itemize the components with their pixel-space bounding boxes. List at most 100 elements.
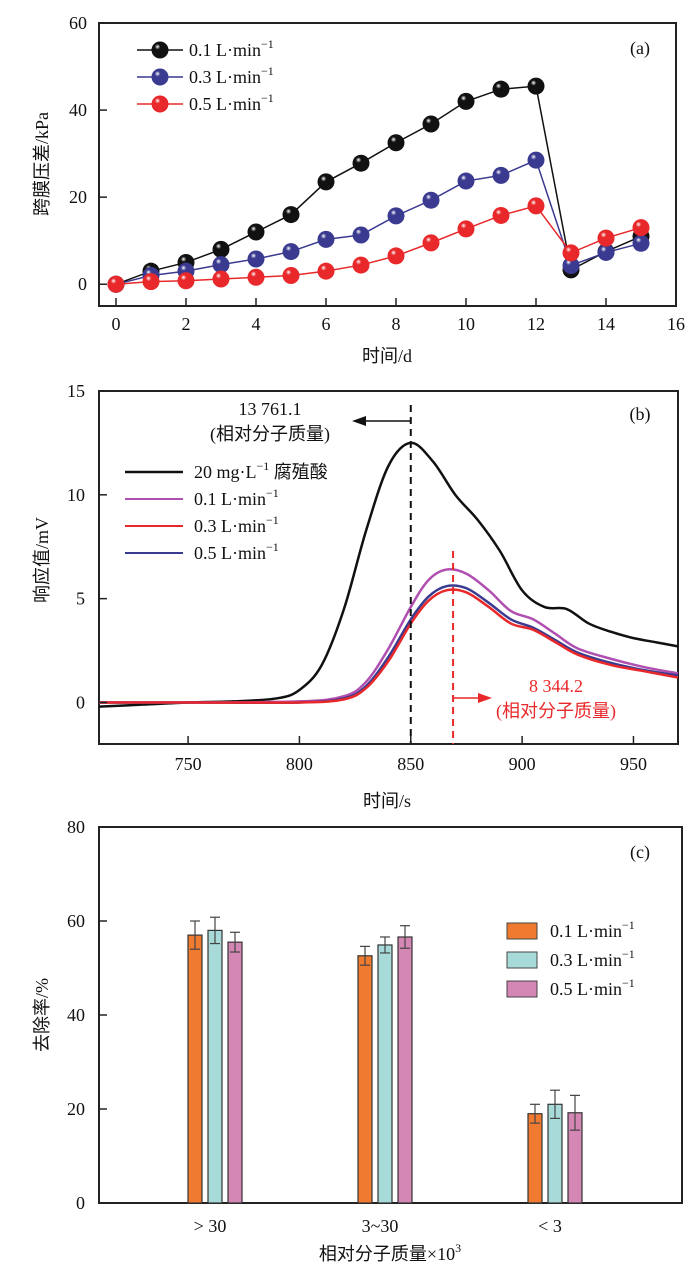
legend-swatch-c-2 bbox=[506, 980, 538, 998]
legend-label-c-1: 0.3 L·min−1 bbox=[550, 947, 635, 970]
y-axis-title-b: 响应值/mV bbox=[32, 517, 52, 603]
x-tick-label-c: > 30 bbox=[194, 1216, 227, 1236]
right-arrow-icon bbox=[478, 693, 492, 703]
legend-marker-a-0 bbox=[151, 41, 169, 59]
x-tick-label-b: 900 bbox=[509, 754, 536, 774]
data-point-a-0 bbox=[492, 80, 510, 98]
legend-swatch-c-1 bbox=[506, 951, 538, 969]
bar-c-2 bbox=[227, 941, 243, 1204]
series-line-a-0 bbox=[115, 85, 642, 285]
data-point-a-1 bbox=[632, 234, 650, 252]
legend-label-b-1-main: 0.1 L·min bbox=[194, 489, 266, 509]
legend-label-b-3-sup: −1 bbox=[266, 540, 279, 554]
y-tick-label-c: 60 bbox=[67, 911, 85, 931]
y-axis-title-a: 跨膜压差/kPa bbox=[32, 112, 52, 216]
data-point-a-2 bbox=[142, 273, 160, 291]
legend-label-b-2-sup: −1 bbox=[266, 513, 279, 527]
black-annotation-label: (相对分子质量) bbox=[210, 424, 330, 445]
bar-c-0 bbox=[527, 1113, 543, 1204]
data-point-a-2 bbox=[457, 220, 475, 238]
data-point-a-2 bbox=[562, 244, 580, 262]
y-tick-label-b: 0 bbox=[76, 692, 85, 712]
legend-label-a-2: 0.5 L·min−1 bbox=[189, 91, 274, 114]
legend-label-a-0: 0.1 L·min−1 bbox=[189, 37, 274, 60]
red-annotation-value: 8 344.2 bbox=[529, 676, 583, 696]
x-tick-label-a: 2 bbox=[182, 314, 191, 334]
x-axis-title-b: 时间/s bbox=[363, 791, 411, 811]
x-tick-label-c: < 3 bbox=[538, 1216, 562, 1236]
legend-label-a-1-sup: −1 bbox=[261, 64, 274, 78]
plot-frame-b bbox=[98, 390, 679, 745]
legend-label-c-1-main: 0.3 L·min bbox=[550, 950, 622, 970]
legend-label-c-0-main: 0.1 L·min bbox=[550, 921, 622, 941]
x-tick-label-b: 950 bbox=[620, 754, 647, 774]
data-point-a-1 bbox=[387, 207, 405, 225]
legend-label-b-3: 0.5 L·min−1 bbox=[194, 540, 279, 563]
x-tick-label-b: 850 bbox=[397, 754, 424, 774]
data-point-a-0 bbox=[282, 206, 300, 224]
bar-c-1 bbox=[377, 944, 393, 1204]
y-axis-title-c: 去除率/% bbox=[32, 978, 52, 1052]
data-point-a-1 bbox=[457, 172, 475, 190]
data-point-a-2 bbox=[282, 267, 300, 285]
y-tick-label-c: 40 bbox=[67, 1005, 85, 1025]
legend-label-b-2-main: 0.3 L·min bbox=[194, 516, 266, 536]
data-point-a-0 bbox=[212, 240, 230, 258]
red-annotation-label: (相对分子质量) bbox=[496, 701, 616, 722]
series-line-a-2 bbox=[115, 205, 642, 285]
data-point-a-1 bbox=[527, 151, 545, 169]
legend-label-a-0-sup: −1 bbox=[261, 37, 274, 51]
data-point-a-1 bbox=[422, 191, 440, 209]
series-line-b-2 bbox=[99, 588, 679, 704]
panel-label-a: (a) bbox=[630, 38, 650, 59]
y-tick-label-c: 80 bbox=[67, 817, 85, 837]
panel-label-b: (b) bbox=[630, 404, 651, 425]
x-axis-title-c-main: 相对分子质量×10 bbox=[319, 1244, 455, 1264]
x-tick-label-a: 12 bbox=[527, 314, 545, 334]
legend-label-c-0: 0.1 L·min−1 bbox=[550, 918, 635, 941]
legend-label-a-2-sup: −1 bbox=[261, 91, 274, 105]
legend-label-b-2: 0.3 L·min−1 bbox=[194, 513, 279, 536]
legend-a: 0.1 L·min−10.3 L·min−10.5 L·min−1 bbox=[137, 37, 274, 114]
data-point-a-0 bbox=[317, 173, 335, 191]
data-point-a-2 bbox=[597, 229, 615, 247]
y-tick-label-c: 0 bbox=[76, 1193, 85, 1213]
data-point-a-2 bbox=[352, 256, 370, 274]
data-point-a-2 bbox=[247, 268, 265, 286]
legend-label-c-2-main: 0.5 L·min bbox=[550, 979, 622, 999]
data-point-a-1 bbox=[562, 257, 580, 275]
x-tick-label-a: 6 bbox=[322, 314, 331, 334]
panel-label-c: (c) bbox=[630, 842, 650, 863]
data-point-a-2 bbox=[527, 197, 545, 215]
legend-label-b-0-tail: 腐殖酸 bbox=[269, 461, 328, 482]
data-point-a-1 bbox=[597, 243, 615, 261]
legend-label-b-3-main: 0.5 L·min bbox=[194, 543, 266, 563]
y-tick-label-b: 5 bbox=[76, 589, 85, 609]
bar-c-2 bbox=[397, 936, 413, 1204]
data-point-a-2 bbox=[212, 270, 230, 288]
data-point-a-1 bbox=[282, 243, 300, 261]
y-tick-label-b: 15 bbox=[67, 381, 85, 401]
x-tick-label-a: 10 bbox=[457, 314, 475, 334]
x-tick-label-c: 3~30 bbox=[362, 1216, 399, 1236]
data-point-a-1 bbox=[317, 230, 335, 248]
data-point-a-1 bbox=[492, 166, 510, 184]
legend-label-b-1: 0.1 L·min−1 bbox=[194, 486, 279, 509]
legend-label-a-2-main: 0.5 L·min bbox=[189, 94, 261, 114]
panel-b: 13 761.1 (相对分子质量) 8 344.2 (相对分子质量) 750 800 85… bbox=[32, 381, 679, 811]
series-line-b-0 bbox=[98, 441, 679, 708]
legend-label-a-1-main: 0.3 L·min bbox=[189, 67, 261, 87]
y-tick-label-a: 20 bbox=[69, 187, 87, 207]
series-line-b-1 bbox=[98, 568, 679, 704]
x-axis-title-c-sup: 3 bbox=[455, 1241, 461, 1255]
y-tick-label-a: 60 bbox=[69, 13, 87, 33]
y-tick-label-a: 0 bbox=[78, 274, 87, 294]
data-point-a-2 bbox=[387, 247, 405, 265]
y-tick-label-b: 10 bbox=[67, 485, 85, 505]
x-tick-label-b: 750 bbox=[175, 754, 202, 774]
y-tick-label-c: 20 bbox=[67, 1099, 85, 1119]
legend-label-b-0-main: 20 mg·L bbox=[194, 462, 257, 482]
data-point-a-2 bbox=[492, 206, 510, 224]
bar-c-1 bbox=[207, 929, 223, 1204]
